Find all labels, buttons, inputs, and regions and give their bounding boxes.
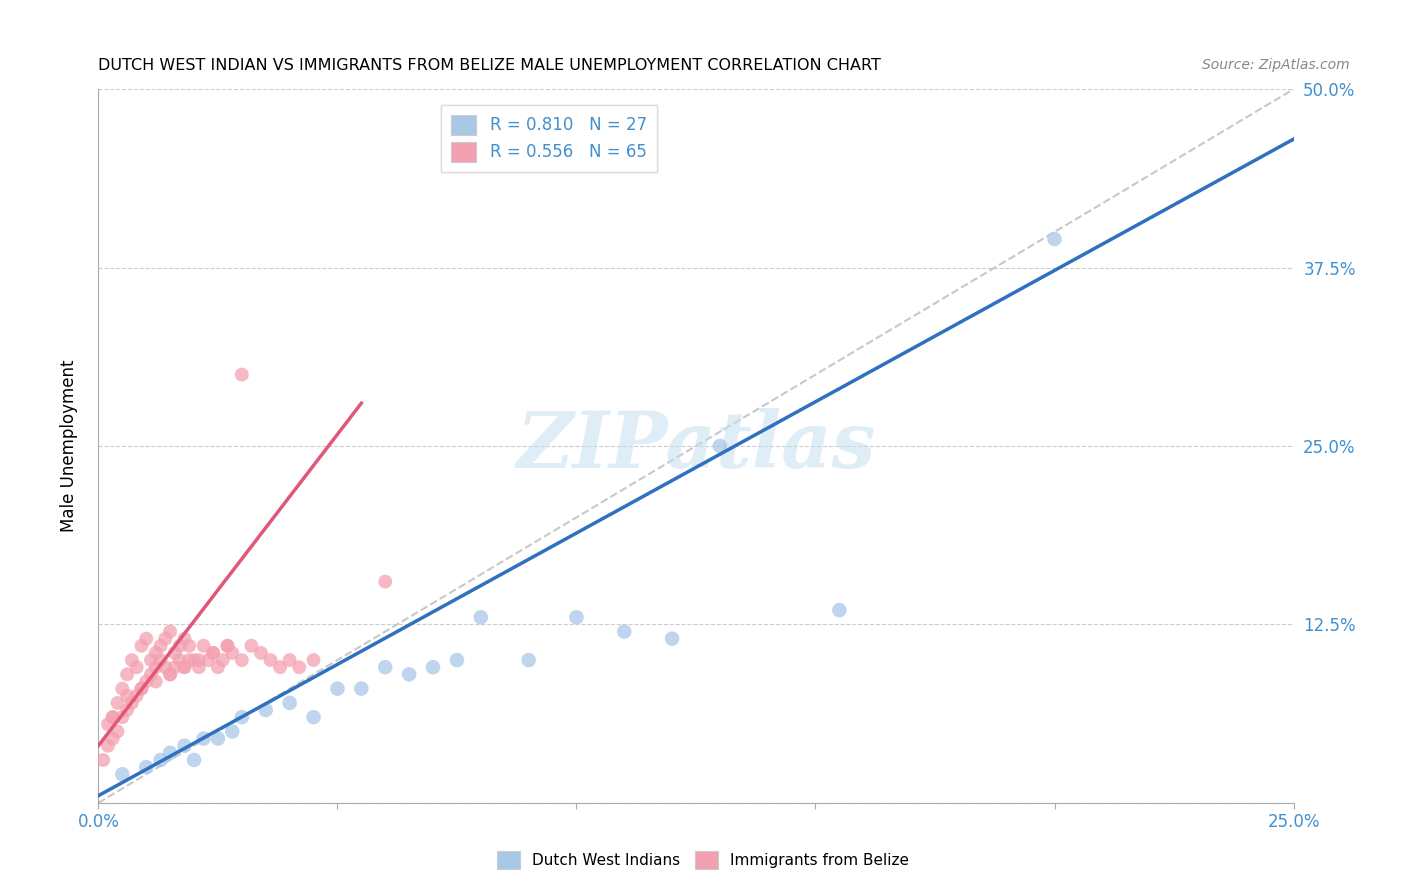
Point — [159, 624, 181, 639]
Point — [231, 710, 253, 724]
Point — [155, 632, 177, 646]
Point — [115, 703, 138, 717]
Point — [517, 653, 540, 667]
Point — [159, 746, 181, 760]
Text: DUTCH WEST INDIAN VS IMMIGRANTS FROM BELIZE MALE UNEMPLOYMENT CORRELATION CHART: DUTCH WEST INDIAN VS IMMIGRANTS FROM BEL… — [98, 58, 882, 73]
Point — [250, 646, 273, 660]
Point — [111, 767, 134, 781]
Point — [254, 703, 277, 717]
Point — [97, 717, 120, 731]
Point — [163, 660, 186, 674]
Point — [107, 696, 129, 710]
Point — [221, 646, 243, 660]
Point — [111, 681, 134, 696]
Point — [179, 639, 201, 653]
Point — [131, 681, 153, 696]
Point — [197, 653, 219, 667]
Point — [193, 731, 215, 746]
Legend: R = 0.810   N = 27, R = 0.556   N = 65: R = 0.810 N = 27, R = 0.556 N = 65 — [441, 104, 657, 172]
Point — [211, 653, 233, 667]
Point — [173, 660, 195, 674]
Point — [207, 660, 229, 674]
Point — [217, 639, 239, 653]
Point — [302, 653, 325, 667]
Point — [173, 632, 195, 646]
Point — [97, 739, 120, 753]
Point — [155, 660, 177, 674]
Point — [231, 653, 253, 667]
Point — [422, 660, 444, 674]
Point — [828, 603, 851, 617]
Text: Source: ZipAtlas.com: Source: ZipAtlas.com — [1202, 58, 1350, 72]
Point — [125, 660, 148, 674]
Point — [173, 739, 195, 753]
Point — [121, 653, 143, 667]
Point — [374, 574, 396, 589]
Point — [135, 632, 157, 646]
Point — [302, 710, 325, 724]
Point — [183, 753, 205, 767]
Point — [240, 639, 263, 653]
Point — [470, 610, 492, 624]
Y-axis label: Male Unemployment: Male Unemployment — [59, 359, 77, 533]
Point — [139, 653, 162, 667]
Point — [221, 724, 243, 739]
Point — [207, 731, 229, 746]
Point — [131, 639, 153, 653]
Point — [159, 667, 181, 681]
Point — [446, 653, 468, 667]
Point — [149, 753, 172, 767]
Point — [163, 646, 186, 660]
Point — [135, 760, 157, 774]
Point — [149, 653, 172, 667]
Point — [149, 639, 172, 653]
Point — [193, 639, 215, 653]
Point — [269, 660, 291, 674]
Point — [565, 610, 588, 624]
Point — [288, 660, 311, 674]
Point — [135, 674, 157, 689]
Point — [91, 753, 114, 767]
Point — [1043, 232, 1066, 246]
Point — [202, 646, 225, 660]
Point — [326, 681, 349, 696]
Point — [131, 681, 153, 696]
Point — [709, 439, 731, 453]
Point — [139, 667, 162, 681]
Point — [374, 660, 396, 674]
Point — [125, 689, 148, 703]
Point — [121, 696, 143, 710]
Point — [661, 632, 683, 646]
Point — [398, 667, 420, 681]
Point — [179, 653, 201, 667]
Point — [350, 681, 373, 696]
Point — [145, 674, 167, 689]
Point — [202, 646, 225, 660]
Point — [259, 653, 281, 667]
Point — [111, 710, 134, 724]
Point — [173, 660, 195, 674]
Point — [107, 724, 129, 739]
Point — [145, 660, 167, 674]
Text: ZIPatlas: ZIPatlas — [516, 408, 876, 484]
Point — [613, 624, 636, 639]
Point — [101, 710, 124, 724]
Point — [231, 368, 253, 382]
Legend: Dutch West Indians, Immigrants from Belize: Dutch West Indians, Immigrants from Beli… — [491, 845, 915, 875]
Point — [101, 710, 124, 724]
Point — [278, 653, 301, 667]
Point — [169, 653, 191, 667]
Point — [101, 731, 124, 746]
Point — [187, 653, 209, 667]
Point — [278, 696, 301, 710]
Point — [183, 653, 205, 667]
Point — [169, 639, 191, 653]
Point — [187, 660, 209, 674]
Point — [217, 639, 239, 653]
Point — [115, 667, 138, 681]
Point — [145, 646, 167, 660]
Point — [115, 689, 138, 703]
Point — [159, 667, 181, 681]
